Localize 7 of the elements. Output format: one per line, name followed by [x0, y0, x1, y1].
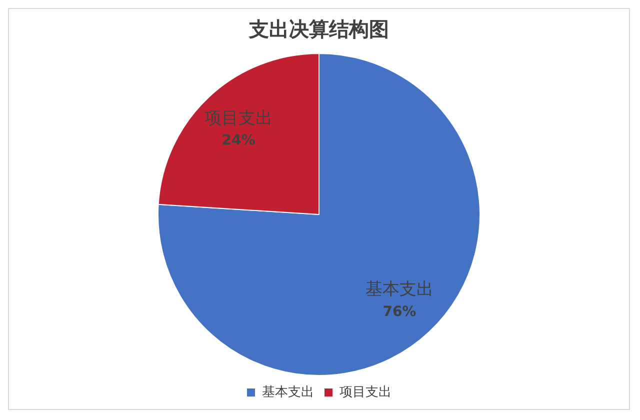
- slice-label: 项目支出: [204, 108, 273, 128]
- data-label: 76%: [382, 304, 416, 320]
- chart-title: 支出决算结构图: [248, 19, 389, 42]
- slice-label: 基本支出: [365, 280, 434, 299]
- legend-label: 项目支出: [340, 384, 392, 400]
- legend-label: 基本支出: [262, 384, 314, 400]
- data-label: 24%: [222, 132, 256, 148]
